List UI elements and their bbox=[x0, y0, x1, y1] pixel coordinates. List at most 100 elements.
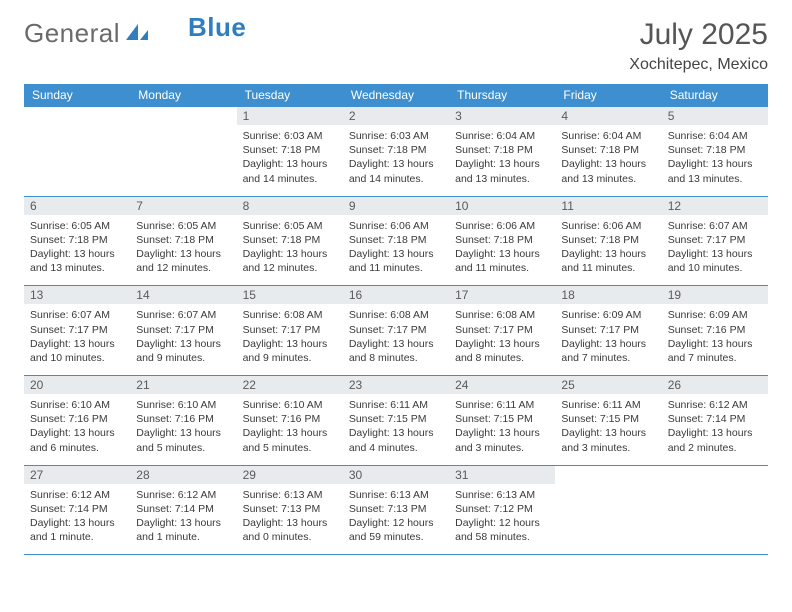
day-details: Sunrise: 6:11 AMSunset: 7:15 PMDaylight:… bbox=[449, 394, 555, 465]
day-details: Sunrise: 6:08 AMSunset: 7:17 PMDaylight:… bbox=[237, 304, 343, 375]
day-details: Sunrise: 6:04 AMSunset: 7:18 PMDaylight:… bbox=[662, 125, 768, 196]
day-number: 2 bbox=[343, 107, 449, 125]
day-number: 24 bbox=[449, 376, 555, 394]
day-number: 22 bbox=[237, 376, 343, 394]
calendar-day-cell: 1Sunrise: 6:03 AMSunset: 7:18 PMDaylight… bbox=[237, 107, 343, 197]
weekday-header: Sunday bbox=[24, 84, 130, 107]
calendar-day-cell: 8Sunrise: 6:05 AMSunset: 7:18 PMDaylight… bbox=[237, 196, 343, 286]
calendar-day-cell: 5Sunrise: 6:04 AMSunset: 7:18 PMDaylight… bbox=[662, 107, 768, 197]
calendar-week-row: 1Sunrise: 6:03 AMSunset: 7:18 PMDaylight… bbox=[24, 107, 768, 197]
logo-text-a: General bbox=[24, 18, 120, 49]
day-number: 15 bbox=[237, 286, 343, 304]
day-number: 17 bbox=[449, 286, 555, 304]
calendar-day-cell: 9Sunrise: 6:06 AMSunset: 7:18 PMDaylight… bbox=[343, 196, 449, 286]
day-number: 19 bbox=[662, 286, 768, 304]
weekday-header-row: Sunday Monday Tuesday Wednesday Thursday… bbox=[24, 84, 768, 107]
day-details: Sunrise: 6:09 AMSunset: 7:17 PMDaylight:… bbox=[555, 304, 661, 375]
day-number: 14 bbox=[130, 286, 236, 304]
logo: General Blue bbox=[24, 18, 246, 49]
day-details: Sunrise: 6:08 AMSunset: 7:17 PMDaylight:… bbox=[449, 304, 555, 375]
day-details: Sunrise: 6:13 AMSunset: 7:13 PMDaylight:… bbox=[343, 484, 449, 555]
calendar-week-row: 6Sunrise: 6:05 AMSunset: 7:18 PMDaylight… bbox=[24, 196, 768, 286]
month-title: July 2025 bbox=[629, 18, 768, 52]
day-details: Sunrise: 6:04 AMSunset: 7:18 PMDaylight:… bbox=[449, 125, 555, 196]
day-details: Sunrise: 6:12 AMSunset: 7:14 PMDaylight:… bbox=[24, 484, 130, 555]
day-number: 20 bbox=[24, 376, 130, 394]
day-details: Sunrise: 6:08 AMSunset: 7:17 PMDaylight:… bbox=[343, 304, 449, 375]
day-number: 16 bbox=[343, 286, 449, 304]
calendar-day-cell: 31Sunrise: 6:13 AMSunset: 7:12 PMDayligh… bbox=[449, 465, 555, 555]
day-number: 4 bbox=[555, 107, 661, 125]
day-details: Sunrise: 6:11 AMSunset: 7:15 PMDaylight:… bbox=[555, 394, 661, 465]
calendar-day-cell: 18Sunrise: 6:09 AMSunset: 7:17 PMDayligh… bbox=[555, 286, 661, 376]
day-number: 23 bbox=[343, 376, 449, 394]
day-number: 18 bbox=[555, 286, 661, 304]
day-details: Sunrise: 6:07 AMSunset: 7:17 PMDaylight:… bbox=[662, 215, 768, 286]
weekday-header: Friday bbox=[555, 84, 661, 107]
calendar-day-cell: 11Sunrise: 6:06 AMSunset: 7:18 PMDayligh… bbox=[555, 196, 661, 286]
day-number: 8 bbox=[237, 197, 343, 215]
calendar-day-cell: 14Sunrise: 6:07 AMSunset: 7:17 PMDayligh… bbox=[130, 286, 236, 376]
day-number: 31 bbox=[449, 466, 555, 484]
calendar-day-cell: 30Sunrise: 6:13 AMSunset: 7:13 PMDayligh… bbox=[343, 465, 449, 555]
day-details: Sunrise: 6:06 AMSunset: 7:18 PMDaylight:… bbox=[449, 215, 555, 286]
calendar-day-cell: 27Sunrise: 6:12 AMSunset: 7:14 PMDayligh… bbox=[24, 465, 130, 555]
calendar-day-cell: 21Sunrise: 6:10 AMSunset: 7:16 PMDayligh… bbox=[130, 376, 236, 466]
day-details: Sunrise: 6:10 AMSunset: 7:16 PMDaylight:… bbox=[237, 394, 343, 465]
day-number: 7 bbox=[130, 197, 236, 215]
day-number: 12 bbox=[662, 197, 768, 215]
day-number: 27 bbox=[24, 466, 130, 484]
calendar-day-cell: 20Sunrise: 6:10 AMSunset: 7:16 PMDayligh… bbox=[24, 376, 130, 466]
calendar-day-cell: 12Sunrise: 6:07 AMSunset: 7:17 PMDayligh… bbox=[662, 196, 768, 286]
weekday-header: Wednesday bbox=[343, 84, 449, 107]
calendar-week-row: 20Sunrise: 6:10 AMSunset: 7:16 PMDayligh… bbox=[24, 376, 768, 466]
day-details: Sunrise: 6:05 AMSunset: 7:18 PMDaylight:… bbox=[237, 215, 343, 286]
calendar-day-cell: 29Sunrise: 6:13 AMSunset: 7:13 PMDayligh… bbox=[237, 465, 343, 555]
calendar-day-cell: 28Sunrise: 6:12 AMSunset: 7:14 PMDayligh… bbox=[130, 465, 236, 555]
weekday-header: Saturday bbox=[662, 84, 768, 107]
calendar-day-cell: 2Sunrise: 6:03 AMSunset: 7:18 PMDaylight… bbox=[343, 107, 449, 197]
day-number: 9 bbox=[343, 197, 449, 215]
day-details: Sunrise: 6:06 AMSunset: 7:18 PMDaylight:… bbox=[555, 215, 661, 286]
day-number: 25 bbox=[555, 376, 661, 394]
day-number: 11 bbox=[555, 197, 661, 215]
calendar-week-row: 27Sunrise: 6:12 AMSunset: 7:14 PMDayligh… bbox=[24, 465, 768, 555]
calendar-day-cell: 3Sunrise: 6:04 AMSunset: 7:18 PMDaylight… bbox=[449, 107, 555, 197]
day-number: 10 bbox=[449, 197, 555, 215]
header: General Blue July 2025 Xochitepec, Mexic… bbox=[24, 18, 768, 74]
calendar-day-cell: 6Sunrise: 6:05 AMSunset: 7:18 PMDaylight… bbox=[24, 196, 130, 286]
calendar-day-cell: 19Sunrise: 6:09 AMSunset: 7:16 PMDayligh… bbox=[662, 286, 768, 376]
calendar-day-cell bbox=[130, 107, 236, 197]
day-details: Sunrise: 6:10 AMSunset: 7:16 PMDaylight:… bbox=[24, 394, 130, 465]
day-details: Sunrise: 6:04 AMSunset: 7:18 PMDaylight:… bbox=[555, 125, 661, 196]
calendar-day-cell: 4Sunrise: 6:04 AMSunset: 7:18 PMDaylight… bbox=[555, 107, 661, 197]
day-number: 5 bbox=[662, 107, 768, 125]
calendar-week-row: 13Sunrise: 6:07 AMSunset: 7:17 PMDayligh… bbox=[24, 286, 768, 376]
weekday-header: Thursday bbox=[449, 84, 555, 107]
calendar-day-cell: 16Sunrise: 6:08 AMSunset: 7:17 PMDayligh… bbox=[343, 286, 449, 376]
day-details: Sunrise: 6:07 AMSunset: 7:17 PMDaylight:… bbox=[24, 304, 130, 375]
calendar-day-cell: 25Sunrise: 6:11 AMSunset: 7:15 PMDayligh… bbox=[555, 376, 661, 466]
day-details: Sunrise: 6:06 AMSunset: 7:18 PMDaylight:… bbox=[343, 215, 449, 286]
calendar-day-cell bbox=[662, 465, 768, 555]
logo-sail-icon bbox=[124, 18, 150, 49]
day-details: Sunrise: 6:11 AMSunset: 7:15 PMDaylight:… bbox=[343, 394, 449, 465]
calendar-day-cell: 15Sunrise: 6:08 AMSunset: 7:17 PMDayligh… bbox=[237, 286, 343, 376]
calendar-table: Sunday Monday Tuesday Wednesday Thursday… bbox=[24, 84, 768, 555]
day-details: Sunrise: 6:05 AMSunset: 7:18 PMDaylight:… bbox=[24, 215, 130, 286]
day-number: 6 bbox=[24, 197, 130, 215]
calendar-day-cell: 22Sunrise: 6:10 AMSunset: 7:16 PMDayligh… bbox=[237, 376, 343, 466]
day-details: Sunrise: 6:03 AMSunset: 7:18 PMDaylight:… bbox=[237, 125, 343, 196]
weekday-header: Monday bbox=[130, 84, 236, 107]
calendar-day-cell: 10Sunrise: 6:06 AMSunset: 7:18 PMDayligh… bbox=[449, 196, 555, 286]
calendar-day-cell: 17Sunrise: 6:08 AMSunset: 7:17 PMDayligh… bbox=[449, 286, 555, 376]
calendar-day-cell: 26Sunrise: 6:12 AMSunset: 7:14 PMDayligh… bbox=[662, 376, 768, 466]
day-details: Sunrise: 6:05 AMSunset: 7:18 PMDaylight:… bbox=[130, 215, 236, 286]
location: Xochitepec, Mexico bbox=[629, 56, 768, 74]
day-details: Sunrise: 6:10 AMSunset: 7:16 PMDaylight:… bbox=[130, 394, 236, 465]
day-number: 29 bbox=[237, 466, 343, 484]
day-number: 21 bbox=[130, 376, 236, 394]
calendar-day-cell: 24Sunrise: 6:11 AMSunset: 7:15 PMDayligh… bbox=[449, 376, 555, 466]
day-number: 13 bbox=[24, 286, 130, 304]
day-details: Sunrise: 6:13 AMSunset: 7:13 PMDaylight:… bbox=[237, 484, 343, 555]
